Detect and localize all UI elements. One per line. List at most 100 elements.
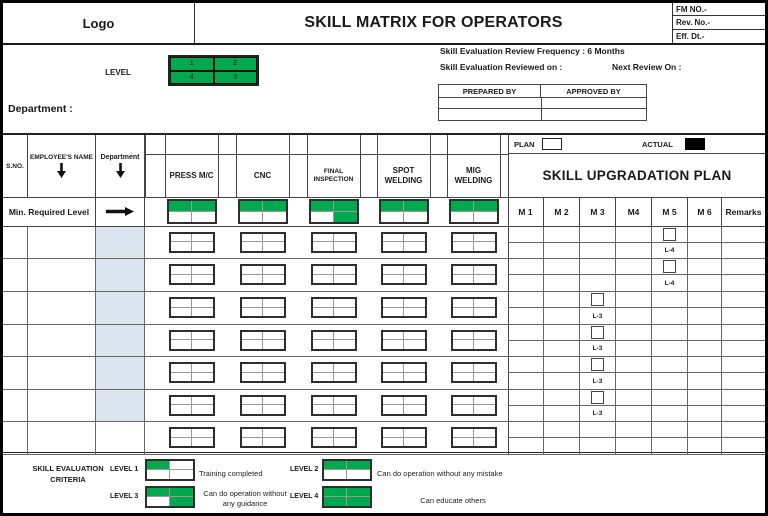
department-cell[interactable] <box>96 390 145 421</box>
plan-grid-cell[interactable]: L-3 <box>580 308 616 325</box>
sno-cell[interactable] <box>3 422 28 454</box>
plan-grid-cell[interactable] <box>722 373 765 390</box>
employee-skill-quad[interactable] <box>450 394 497 416</box>
employee-skill-quad[interactable] <box>239 297 286 318</box>
employee-skill-quad[interactable] <box>380 264 427 285</box>
plan-grid-cell[interactable] <box>580 325 616 341</box>
plan-grid-cell[interactable] <box>508 422 544 438</box>
employee-skill-quad[interactable] <box>310 427 357 448</box>
plan-grid-cell[interactable] <box>616 243 652 259</box>
employee-skill-quad[interactable] <box>168 329 215 351</box>
plan-grid-cell[interactable] <box>688 259 722 275</box>
plan-grid-cell[interactable] <box>652 406 688 422</box>
plan-grid-cell[interactable] <box>616 308 652 325</box>
plan-grid-cell[interactable] <box>544 422 580 438</box>
department-cell[interactable] <box>96 357 145 389</box>
plan-grid-cell[interactable] <box>652 357 688 373</box>
plan-grid-cell[interactable] <box>688 308 722 325</box>
sno-cell[interactable] <box>3 325 28 356</box>
employee-skill-quad[interactable] <box>310 264 357 285</box>
plan-grid-cell[interactable] <box>508 390 544 406</box>
employee-name-cell[interactable] <box>28 227 96 258</box>
sno-cell[interactable] <box>3 390 28 421</box>
plan-grid-cell[interactable] <box>544 373 580 390</box>
plan-grid-cell[interactable] <box>544 357 580 373</box>
plan-grid-cell[interactable] <box>652 325 688 341</box>
plan-grid-cell[interactable] <box>580 227 616 243</box>
plan-grid-cell[interactable] <box>722 357 765 373</box>
plan-grid-cell[interactable] <box>508 438 544 455</box>
plan-grid-cell[interactable] <box>544 292 580 308</box>
plan-grid-cell[interactable] <box>544 275 580 292</box>
employee-skill-quad[interactable] <box>239 329 286 351</box>
employee-skill-quad[interactable] <box>168 427 215 448</box>
employee-skill-quad[interactable] <box>239 264 286 285</box>
employee-skill-quad[interactable] <box>380 427 427 448</box>
plan-grid-cell[interactable] <box>544 390 580 406</box>
employee-skill-quad[interactable] <box>239 362 286 383</box>
plan-grid-cell[interactable] <box>722 422 765 438</box>
employee-skill-quad[interactable] <box>450 231 497 253</box>
plan-grid-cell[interactable] <box>722 341 765 357</box>
employee-skill-quad[interactable] <box>310 231 357 253</box>
employee-skill-quad[interactable] <box>239 231 286 253</box>
plan-grid-cell[interactable] <box>544 438 580 455</box>
plan-grid-cell[interactable] <box>616 341 652 357</box>
employee-skill-quad[interactable] <box>310 329 357 351</box>
plan-grid-cell[interactable] <box>722 325 765 341</box>
employee-skill-quad[interactable] <box>450 427 497 448</box>
plan-grid-cell[interactable] <box>688 275 722 292</box>
plan-grid-cell[interactable] <box>508 259 544 275</box>
department-cell[interactable] <box>96 325 145 356</box>
employee-skill-quad[interactable] <box>380 329 427 351</box>
employee-name-cell[interactable] <box>28 357 96 389</box>
plan-grid-cell[interactable] <box>722 308 765 325</box>
plan-grid-cell[interactable]: L-4 <box>652 243 688 259</box>
plan-grid-cell[interactable] <box>652 422 688 438</box>
department-cell[interactable] <box>96 422 145 454</box>
plan-grid-cell[interactable] <box>688 357 722 373</box>
plan-grid-cell[interactable] <box>544 341 580 357</box>
plan-grid-cell[interactable] <box>544 325 580 341</box>
employee-skill-quad[interactable] <box>310 394 357 416</box>
plan-grid-cell[interactable] <box>580 275 616 292</box>
employee-skill-quad[interactable] <box>310 297 357 318</box>
plan-grid-cell[interactable] <box>722 227 765 243</box>
employee-skill-quad[interactable] <box>239 427 286 448</box>
employee-name-cell[interactable] <box>28 325 96 356</box>
plan-grid-cell[interactable] <box>616 438 652 455</box>
plan-grid-cell[interactable] <box>616 275 652 292</box>
plan-grid-cell[interactable]: L-4 <box>652 275 688 292</box>
employee-skill-quad[interactable] <box>168 231 215 253</box>
plan-grid-cell[interactable] <box>508 406 544 422</box>
plan-grid-cell[interactable] <box>508 243 544 259</box>
plan-grid-cell[interactable] <box>616 259 652 275</box>
fm-no-field[interactable]: FM NO.- <box>673 3 765 17</box>
plan-grid-cell[interactable] <box>722 243 765 259</box>
plan-grid-cell[interactable] <box>688 341 722 357</box>
plan-grid-cell[interactable] <box>688 438 722 455</box>
plan-grid-cell[interactable] <box>652 390 688 406</box>
signoff-empty-row[interactable] <box>439 98 646 109</box>
plan-grid-cell[interactable] <box>688 292 722 308</box>
employee-skill-quad[interactable] <box>168 297 215 318</box>
employee-name-cell[interactable] <box>28 422 96 454</box>
plan-grid-cell[interactable] <box>688 422 722 438</box>
plan-grid-cell[interactable] <box>508 341 544 357</box>
plan-grid-cell[interactable] <box>722 438 765 455</box>
plan-grid-cell[interactable] <box>580 390 616 406</box>
plan-grid-cell[interactable] <box>580 259 616 275</box>
employee-skill-quad[interactable] <box>380 231 427 253</box>
employee-skill-quad[interactable] <box>380 362 427 383</box>
sno-cell[interactable] <box>3 292 28 324</box>
plan-grid-cell[interactable] <box>544 243 580 259</box>
plan-grid-cell[interactable]: L-3 <box>580 373 616 390</box>
employee-name-cell[interactable] <box>28 390 96 421</box>
plan-grid-cell[interactable] <box>652 438 688 455</box>
plan-grid-cell[interactable] <box>722 275 765 292</box>
department-cell[interactable] <box>96 292 145 324</box>
signoff-empty-row[interactable] <box>439 109 646 120</box>
plan-grid-cell[interactable] <box>580 422 616 438</box>
plan-grid-cell[interactable] <box>688 373 722 390</box>
plan-grid-cell[interactable] <box>544 259 580 275</box>
